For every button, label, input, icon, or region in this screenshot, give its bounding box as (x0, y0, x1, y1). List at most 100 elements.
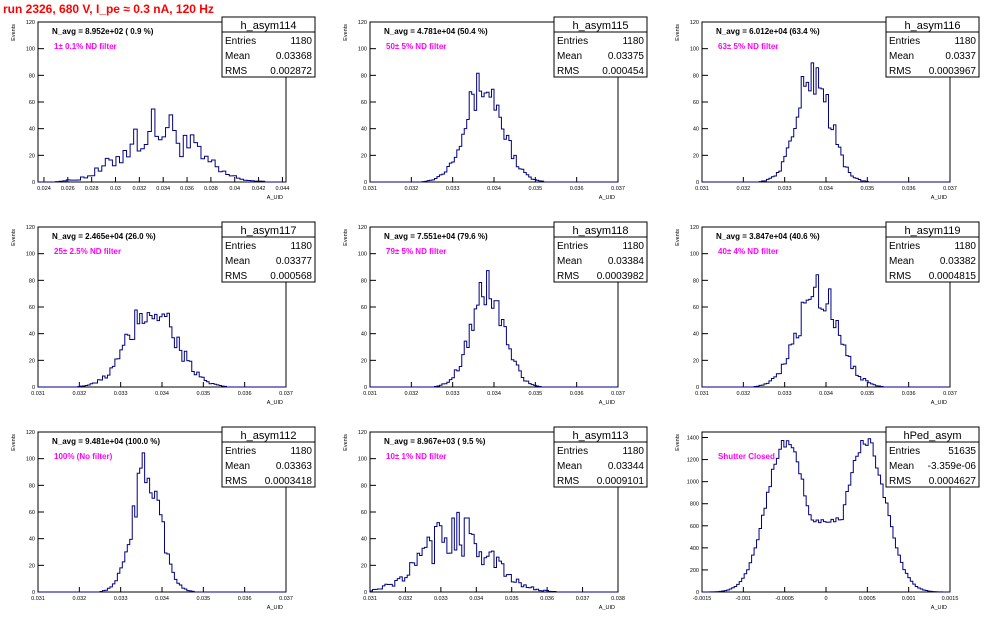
x-tick-label: 0.034 (487, 391, 501, 397)
stats-entries-label: Entries (225, 446, 256, 457)
navg-text: N_avg = 3.847e+04 (40.6 %) (716, 232, 820, 241)
x-tick-label: 0.034 (469, 596, 483, 602)
x-axis-label: A_UID (599, 400, 615, 406)
filter-label: 63± 5% ND filter (718, 42, 778, 51)
stats-entries-label: Entries (557, 36, 588, 47)
y-tick-label: 20 (29, 563, 35, 569)
x-tick-label: 0 (824, 596, 827, 602)
filter-label: 79± 5% ND filter (386, 247, 446, 256)
y-tick-label: 120 (358, 225, 367, 231)
y-tick-label: 40 (29, 537, 35, 543)
y-tick-label: 60 (361, 510, 367, 516)
y-tick-label: 100 (690, 47, 699, 53)
x-tick-label: 0.033 (778, 391, 792, 397)
x-tick-label: 0.034 (819, 391, 833, 397)
y-axis-label: Events (343, 434, 349, 451)
stats-entries-label: Entries (225, 241, 256, 252)
y-tick-label: 100 (358, 457, 367, 463)
stats-rms-label: RMS (889, 476, 912, 487)
x-axis-label: A_UID (931, 605, 947, 611)
y-tick-label: 60 (361, 100, 367, 106)
y-tick-label: 40 (361, 537, 367, 543)
x-tick-label: 0.033 (114, 391, 128, 397)
x-tick-label: 0.0015 (942, 596, 959, 602)
stats-entries-value: 1180 (290, 446, 312, 457)
x-tick-label: 0.033 (434, 596, 448, 602)
y-tick-label: 400 (690, 546, 699, 552)
navg-text: N_avg = 9.481e+04 (100.0 %) (52, 437, 160, 446)
x-tick-label: 0.031 (363, 596, 377, 602)
filter-label: 100% (No filter) (54, 452, 113, 461)
stats-title: hPed_asym (903, 430, 961, 442)
y-tick-label: 0 (32, 590, 35, 596)
stats-mean-value: -3.359e-06 (928, 461, 977, 472)
y-tick-label: 120 (358, 20, 367, 26)
x-tick-label: 0.031 (363, 391, 377, 397)
histogram-series (38, 452, 286, 593)
y-tick-label: 80 (29, 483, 35, 489)
y-axis-label: Events (675, 229, 681, 246)
y-tick-label: 120 (26, 20, 35, 26)
x-tick-label: 0.042 (252, 186, 266, 192)
stats-mean-value: 0.03344 (608, 461, 645, 472)
stats-rms-label: RMS (557, 476, 580, 487)
stats-entries-value: 1180 (622, 446, 644, 457)
y-tick-label: 20 (693, 153, 699, 159)
stats-rms-value: 0.0003967 (929, 66, 977, 77)
filter-label: Shutter Closed (718, 452, 775, 461)
x-tick-label: 0.036 (570, 391, 584, 397)
histogram-panel-h_asym119: 0 20 40 60 80 100 120 Events 0.031 0.032 0.033 0.03… (675, 221, 980, 406)
x-tick-label: 0.03 (110, 186, 121, 192)
filter-label: 50± 5% ND filter (386, 42, 446, 51)
histogram-panel-h_asym112: 0 20 40 60 80 100 120 Events 0.031 0.032 0.033 0.03… (11, 426, 316, 611)
x-tick-label: 0.036 (238, 596, 252, 602)
y-axis-label: Events (675, 24, 681, 41)
histogram-panel-h_asym116: 0 20 40 60 80 100 120 Events 0.031 0.032 0.033 0.03… (675, 16, 980, 201)
stats-rms-label: RMS (225, 476, 248, 487)
filter-label: 1± 0.1% ND filter (54, 42, 117, 51)
y-tick-label: 100 (358, 47, 367, 53)
y-tick-label: 0 (364, 180, 367, 186)
navg-text: N_avg = 8.967e+03 ( 9.5 %) (384, 437, 486, 446)
stats-mean-label: Mean (889, 256, 914, 267)
histogram-panel-h_asym114: 0 20 40 60 80 100 120 Events 0.024 0.026 0.028 0.03… (11, 16, 316, 201)
y-tick-label: 80 (693, 73, 699, 79)
navg-text: N_avg = 7.551e+04 (79.6 %) (384, 232, 488, 241)
stats-entries-label: Entries (557, 446, 588, 457)
x-tick-label: 0.035 (528, 186, 542, 192)
stats-mean-label: Mean (225, 461, 250, 472)
x-tick-label: 0.036 (570, 186, 584, 192)
y-tick-label: 60 (361, 305, 367, 311)
x-tick-label: 0.031 (695, 186, 709, 192)
x-tick-label: 0.036 (180, 186, 194, 192)
stats-rms-label: RMS (225, 271, 248, 282)
y-tick-label: 120 (358, 430, 367, 436)
x-tick-label: 0.044 (276, 186, 290, 192)
stats-title: h_asym115 (572, 20, 628, 32)
y-tick-label: 20 (29, 358, 35, 364)
y-tick-label: 0 (696, 180, 699, 186)
stats-entries-label: Entries (889, 241, 920, 252)
x-tick-label: 0.031 (695, 391, 709, 397)
y-axis-label: Events (343, 24, 349, 41)
stats-title: h_asym117 (240, 225, 296, 237)
y-tick-label: 100 (690, 252, 699, 258)
histogram-panel-h_asym118: 0 20 40 60 80 100 120 Events 0.031 0.032 0.033 0.03… (343, 221, 648, 406)
stats-entries-value: 1180 (622, 36, 644, 47)
x-tick-label: 0.032 (132, 186, 146, 192)
x-tick-label: 0.037 (943, 391, 957, 397)
y-tick-label: 60 (29, 305, 35, 311)
navg-text: N_avg = 4.781e+04 (50.4 %) (384, 27, 488, 36)
stats-rms-value: 0.000454 (602, 66, 644, 77)
histogram-series (370, 511, 618, 593)
x-tick-label: 0.036 (902, 186, 916, 192)
stats-mean-value: 0.0337 (945, 51, 976, 62)
histogram-panel-h_asym115: 0 20 40 60 80 100 120 Events 0.031 0.032 0.033 0.03… (343, 16, 648, 201)
histogram-series (370, 270, 618, 388)
stats-mean-label: Mean (225, 51, 250, 62)
stats-title: h_asym112 (240, 430, 296, 442)
stats-box (553, 221, 648, 283)
x-tick-label: 0.035 (528, 391, 542, 397)
y-tick-label: 20 (361, 358, 367, 364)
y-tick-label: 600 (690, 524, 699, 530)
